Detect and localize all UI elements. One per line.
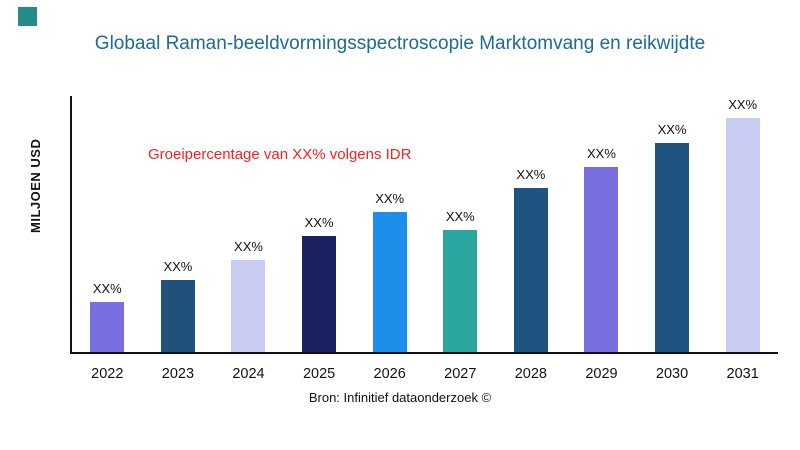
bars: XX% 2022 XX% 2023 XX% 2024 XX% 2025 XX% 2026 XX% 20… — [72, 96, 778, 382]
bar-group-2022: XX% 2022 — [72, 96, 143, 382]
bar-2027 — [443, 230, 478, 352]
x-tick-label: 2027 — [444, 366, 477, 382]
bar-group-2029: XX% 2029 — [566, 96, 637, 382]
bar-2030 — [655, 143, 690, 352]
bar-2024 — [231, 260, 266, 352]
bar-group-2025: XX% 2025 — [284, 96, 355, 382]
bar-2023 — [160, 280, 195, 352]
bar-group-2028: XX% 2028 — [496, 96, 567, 382]
x-tick-label: 2024 — [232, 366, 265, 382]
bar-2029 — [584, 167, 619, 352]
x-tick-label: 2030 — [655, 366, 689, 382]
bar-2022 — [90, 302, 125, 352]
bar-value-label: XX% — [375, 191, 405, 206]
bar-2031 — [725, 118, 760, 352]
bar-2026 — [372, 212, 407, 352]
x-tick-label: 2029 — [585, 366, 618, 382]
bar-value-label: XX% — [587, 146, 616, 161]
x-tick-label: 2022 — [91, 366, 124, 382]
bar-value-label: XX% — [234, 239, 263, 254]
bar-value-label: XX% — [92, 281, 122, 296]
bar-group-2023: XX% 2023 — [143, 96, 214, 382]
y-axis-label: MILJOEN USD — [28, 138, 43, 233]
x-tick-label: 2031 — [726, 366, 759, 382]
bar-2025 — [302, 236, 337, 352]
x-tick-label: 2023 — [161, 366, 195, 382]
growth-annotation: Groeipercentage van XX% volgens IDR — [148, 146, 412, 163]
bar-group-2030: XX% 2030 — [637, 96, 708, 382]
brand-corner-square — [18, 7, 37, 26]
x-tick-label: 2025 — [302, 366, 336, 382]
bar-value-label: XX% — [516, 167, 546, 182]
chart-title: Globaal Raman-beeldvormingsspectroscopie… — [94, 33, 706, 54]
bar-value-label: XX% — [163, 259, 193, 274]
bar-value-label: XX% — [304, 215, 334, 230]
bar-value-label: XX% — [445, 209, 475, 224]
bar-group-2027: XX% 2027 — [425, 96, 496, 382]
bar-group-2031: XX% 2031 — [707, 96, 778, 382]
bar-2028 — [513, 188, 548, 352]
bar-value-label: XX% — [728, 97, 758, 112]
bar-value-label: XX% — [657, 122, 687, 137]
x-tick-label: 2026 — [373, 366, 406, 382]
x-tick-label: 2028 — [514, 366, 547, 382]
bar-group-2026: XX% 2026 — [354, 96, 425, 382]
bar-group-2024: XX% 2024 — [213, 96, 284, 382]
source-caption: Bron: Infinitief dataonderzoek © — [308, 390, 492, 405]
plot-area: XX% 2022 XX% 2023 XX% 2024 XX% 2025 XX% 2026 XX% 20… — [70, 96, 778, 382]
